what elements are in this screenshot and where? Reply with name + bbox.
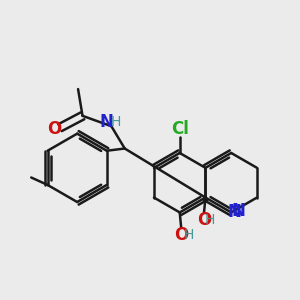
Text: O: O (174, 226, 188, 244)
Text: H: H (184, 228, 194, 242)
Text: O: O (47, 120, 61, 138)
Text: Cl: Cl (171, 120, 189, 138)
Text: O: O (197, 211, 211, 229)
Text: N: N (228, 203, 242, 221)
Text: N: N (232, 202, 246, 220)
Text: N: N (99, 113, 113, 131)
Text: H: H (205, 212, 215, 226)
Text: H: H (111, 116, 121, 129)
